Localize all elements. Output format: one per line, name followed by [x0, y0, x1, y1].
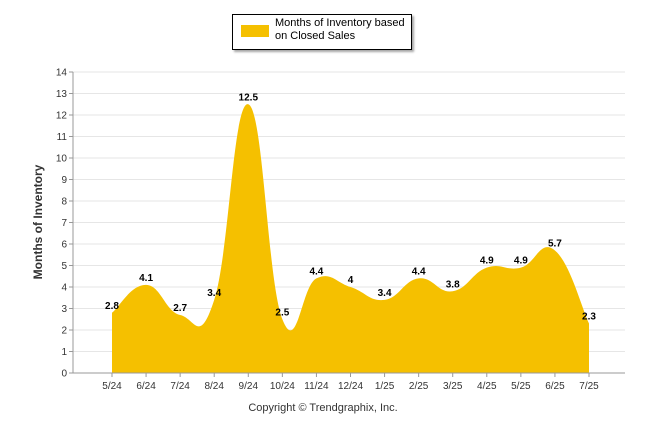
- data-label: 4.4: [309, 266, 323, 277]
- data-label: 2.3: [582, 312, 596, 323]
- data-labels: 2.8 4.1 2.7 3.4 12.5 2.5 4.4 4 3.4 4.4 3.8 4.9 4.9 5.…: [105, 92, 596, 322]
- data-label: 2.7: [173, 303, 187, 314]
- data-label: 2.5: [275, 307, 289, 318]
- data-label: 3.8: [446, 279, 460, 290]
- series-area: [112, 104, 589, 374]
- data-label: 12.5: [239, 92, 259, 103]
- x-tick-label: 9/24: [239, 381, 259, 392]
- data-label: 4: [348, 275, 354, 286]
- y-tick-label: 9: [61, 175, 67, 186]
- y-tick-label: 6: [61, 240, 67, 251]
- x-tick-label: 5/25: [511, 381, 531, 392]
- x-tick-label: 5/24: [102, 381, 122, 392]
- x-tick-label: 7/25: [579, 381, 599, 392]
- y-tick-label: 2: [61, 326, 67, 337]
- y-tick-label: 12: [56, 111, 68, 122]
- x-tick-label: 4/25: [477, 381, 497, 392]
- y-tick-label: 1: [61, 347, 67, 358]
- y-tick-label: 5: [61, 261, 67, 272]
- x-axis: 5/24 6/24 7/24 8/24 9/24 10/24 11/24 12/24 1/25 2…: [73, 372, 625, 392]
- x-tick-label: 1/25: [375, 381, 395, 392]
- y-tick-label: 10: [56, 154, 68, 165]
- y-tick-label: 14: [56, 68, 68, 79]
- x-tick-label: 11/24: [304, 381, 329, 392]
- legend-label: Months of Inventory based on Closed Sale…: [275, 17, 405, 43]
- y-tick-label: 4: [61, 283, 67, 294]
- data-label: 4.1: [139, 273, 153, 284]
- x-tick-label: 12/24: [338, 381, 363, 392]
- series-area-path: [112, 104, 589, 374]
- y-tick-label: 0: [61, 369, 67, 380]
- x-tick-label: 7/24: [170, 381, 190, 392]
- copyright-text: Copyright © Trendgraphix, Inc.: [248, 402, 398, 414]
- x-tick-label: 6/24: [136, 381, 156, 392]
- x-tick-label: 2/25: [409, 381, 429, 392]
- data-label: 3.4: [378, 288, 392, 299]
- y-axis-label: Months of Inventory: [31, 164, 45, 279]
- data-label: 2.8: [105, 301, 119, 312]
- data-label: 3.4: [207, 288, 221, 299]
- y-tick-label: 3: [61, 304, 67, 315]
- data-label: 4.4: [412, 266, 426, 277]
- x-tick-label: 8/24: [204, 381, 224, 392]
- data-label: 5.7: [548, 238, 562, 249]
- legend-swatch: [241, 25, 269, 37]
- legend: Months of Inventory based on Closed Sale…: [232, 14, 412, 50]
- y-tick-label: 13: [56, 89, 68, 100]
- data-label: 4.9: [480, 256, 494, 267]
- legend-label-line-2: on Closed Sales: [275, 30, 356, 42]
- y-tick-label: 7: [61, 218, 67, 229]
- legend-label-line-1: Months of Inventory based: [275, 17, 405, 29]
- data-label: 4.9: [514, 256, 528, 267]
- x-tick-label: 6/25: [545, 381, 565, 392]
- x-tick-label: 3/25: [443, 381, 463, 392]
- x-tick-label: 10/24: [270, 381, 295, 392]
- y-tick-label: 11: [57, 132, 68, 143]
- y-tick-label: 8: [61, 197, 67, 208]
